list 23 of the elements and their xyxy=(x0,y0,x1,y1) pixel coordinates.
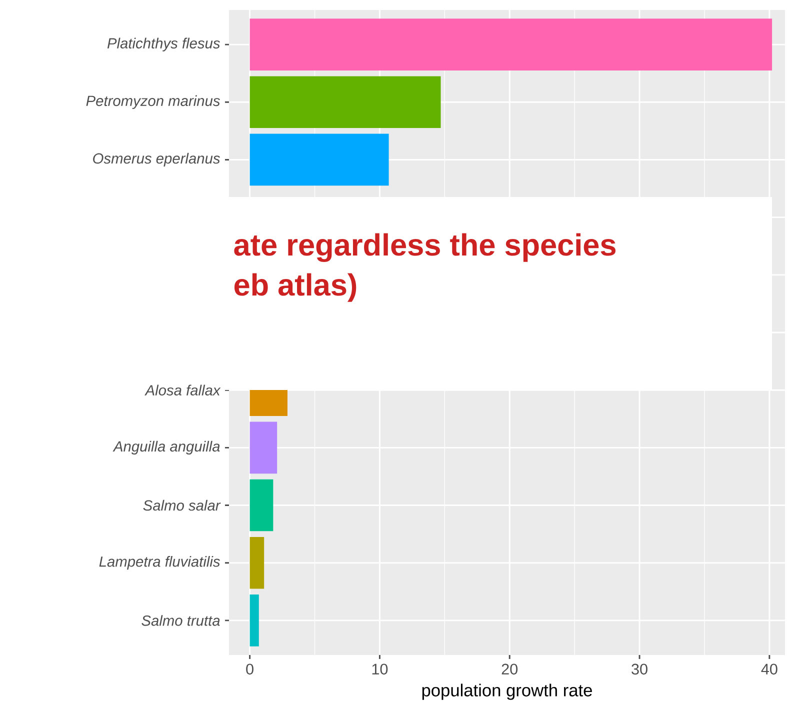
bar xyxy=(250,422,278,474)
x-tick-label: 0 xyxy=(246,664,254,675)
bar xyxy=(250,134,389,186)
bar xyxy=(250,594,259,646)
x-axis-title: population growth rate xyxy=(422,684,592,700)
x-tick-label: 10 xyxy=(372,664,388,675)
y-tick-label: Anguilla anguilla xyxy=(112,440,220,454)
x-tick-label: 30 xyxy=(632,664,648,675)
bar xyxy=(250,18,772,70)
bar xyxy=(250,536,264,589)
annotation: ate regardless the species xyxy=(234,233,616,262)
y-tick-label: Salmo trutta xyxy=(142,615,220,626)
x-tick-label: 20 xyxy=(502,664,518,675)
annotation: eb atlas) xyxy=(234,273,356,302)
y-tick-label: Petromyzon marinus xyxy=(86,95,220,109)
y-tick-label: Osmerus eperlanus xyxy=(93,152,220,167)
y-tick-label: Platichthys flesus xyxy=(107,38,220,52)
y-tick-label: Salmo salar xyxy=(143,500,221,511)
y-tick-label: Lampetra fluviatilis xyxy=(99,556,220,570)
bar xyxy=(250,76,441,128)
bar xyxy=(250,479,274,532)
y-tick-label: Alosa fallax xyxy=(144,384,221,396)
x-tick-label: 40 xyxy=(761,664,778,675)
